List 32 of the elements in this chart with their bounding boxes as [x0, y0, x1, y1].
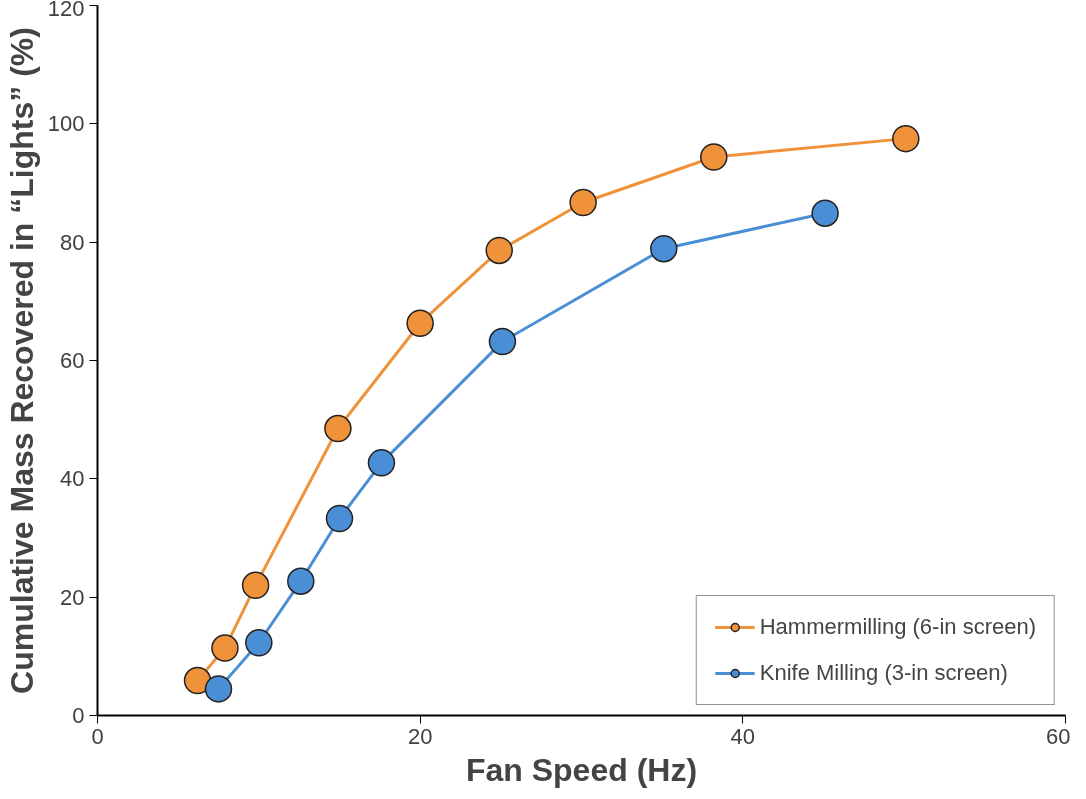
point: [245, 629, 273, 657]
point: [325, 504, 354, 533]
point: [287, 567, 315, 595]
point: [488, 327, 517, 356]
y-axis-title: Cumulative Mass Recovered in “Lights” (%): [3, 27, 40, 694]
point: [892, 124, 920, 153]
y-tick-label: 40: [60, 466, 85, 492]
point: [650, 234, 678, 263]
point: [406, 309, 434, 337]
x-tick-label: 20: [407, 723, 433, 749]
x-tick-label: 40: [730, 723, 756, 749]
point: [367, 449, 396, 477]
point: [183, 666, 212, 695]
legend-label: Hammermilling (6-in screen): [759, 614, 1036, 640]
point: [485, 236, 513, 265]
y-tick-label: 0: [72, 703, 85, 728]
point: [324, 414, 352, 443]
point: [211, 634, 239, 662]
point: [811, 199, 839, 227]
x-tick-label: 60: [1046, 723, 1071, 749]
legend-label: Knife Milling (3-in screen): [759, 660, 1008, 686]
y-tick-label: 60: [60, 348, 85, 373]
y-tick-label: 20: [60, 584, 85, 610]
y-tick-label: 100: [47, 111, 85, 137]
y-tick-label: 80: [60, 229, 85, 255]
y-tick-label: 120: [47, 0, 85, 21]
x-tick-label: 0: [91, 723, 104, 749]
point: [204, 675, 233, 703]
point: [241, 571, 270, 600]
point: [569, 188, 597, 217]
x-axis-title: Fan Speed (Hz): [465, 751, 698, 788]
point: [700, 143, 728, 171]
